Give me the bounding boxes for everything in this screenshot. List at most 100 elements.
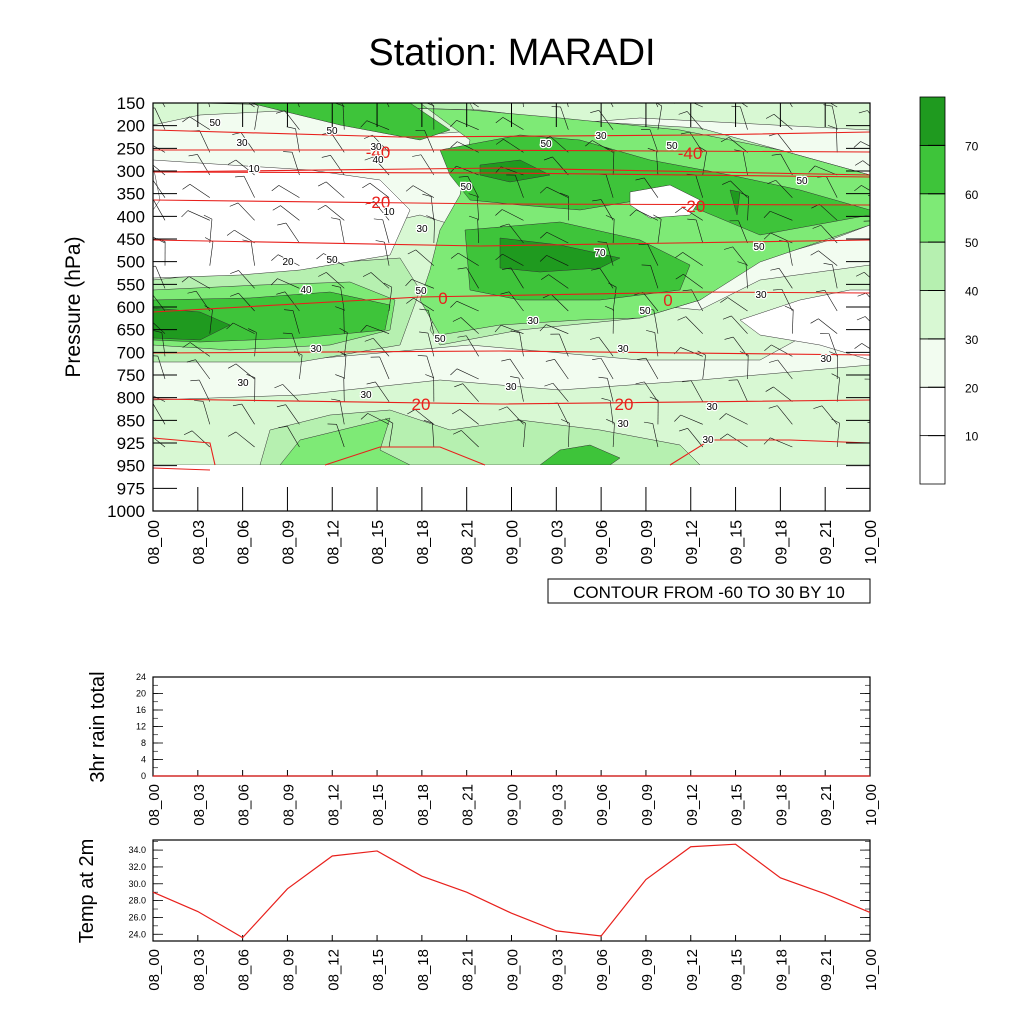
wind-barb	[836, 377, 840, 402]
wind-barb	[430, 196, 435, 221]
y-tick-label: 4	[141, 755, 146, 765]
time-tick-label: 08_06	[236, 520, 253, 565]
wind-barb	[424, 130, 435, 153]
fill-contour-label: 50	[666, 141, 678, 152]
cross-section-panel: -40 -40 -20 -20 0 0 20 20 50 30 10 50 40 30 50 50 30 50 1…	[62, 87, 882, 604]
time-tick-label: 08_06	[236, 784, 253, 826]
wind-barb-feather	[360, 413, 368, 420]
time-tick-label: 08_00	[146, 784, 163, 826]
wind-barb	[686, 111, 703, 130]
wind-barb-feather	[271, 254, 279, 261]
wind-barb-feather	[190, 379, 200, 382]
temp-contour-line-2	[153, 149, 871, 153]
wind-barb	[865, 292, 870, 299]
wind-barb-feather	[723, 246, 733, 250]
wind-barb	[747, 196, 749, 221]
time-tick-label: 08_00	[146, 949, 163, 991]
wind-barb	[285, 404, 300, 425]
wind-barb	[644, 381, 659, 402]
colorbar-tick-label: 10	[965, 430, 979, 444]
wind-barb	[153, 322, 166, 334]
wind-barb	[420, 154, 435, 176]
temp-contour-label: 0	[438, 289, 447, 308]
wind-barb	[726, 413, 748, 425]
wind-barb	[550, 294, 569, 312]
wind-barb	[506, 406, 524, 425]
wind-barb	[462, 383, 479, 402]
wind-barb-feather	[605, 215, 615, 220]
time-tick-label: 09_12	[684, 784, 701, 826]
wind-barb-feather	[831, 418, 840, 424]
time-tick-label: 09_03	[549, 784, 566, 826]
wind-barb	[240, 132, 255, 153]
wind-barb	[295, 128, 300, 153]
wind-barb-feather	[808, 165, 816, 173]
wind-barb	[876, 424, 882, 447]
y-tick-label: 24	[136, 672, 146, 682]
time-tick-label: 09_21	[818, 949, 835, 991]
wind-barb	[609, 400, 614, 425]
wind-barb-feather	[510, 330, 520, 333]
wind-barb	[685, 316, 703, 334]
colorbar-tick-label: 20	[965, 381, 979, 395]
wind-barb-feather	[419, 308, 429, 311]
wind-barb	[388, 423, 394, 448]
wind-barb-feather	[591, 267, 601, 271]
pressure-tick-label: 950	[117, 457, 145, 476]
wind-barb	[657, 219, 662, 244]
time-tick-label: 08_15	[370, 949, 387, 991]
wind-barb-feather	[412, 87, 421, 89]
wind-barb-feather	[856, 316, 866, 321]
fill-contour-label: 30	[702, 435, 714, 446]
fill-contour-label: 20	[282, 257, 294, 268]
wind-barb-feather	[426, 103, 434, 106]
wind-barb	[153, 294, 166, 312]
wind-barb	[384, 242, 390, 266]
pressure-tick-label: 850	[117, 411, 145, 430]
wind-barb-feather	[182, 183, 191, 190]
wind-barb	[153, 403, 166, 425]
rain-plot-frame	[152, 676, 871, 777]
wind-barb	[612, 423, 615, 448]
wind-barb-feather	[720, 93, 727, 98]
temp-contour-label: -20	[366, 193, 391, 212]
wind-barb	[277, 278, 300, 289]
fill-region-19	[629, 184, 701, 219]
temp-contour-line-0	[152, 167, 871, 176]
colorbar-tick-label: 70	[965, 139, 979, 153]
wind-barb-feather	[827, 125, 837, 129]
fill-contour-label: 50	[326, 255, 338, 266]
wind-barb-feather	[495, 138, 504, 145]
time-tick-label: 09_00	[505, 949, 522, 991]
wind-barb-feather	[181, 210, 189, 218]
wind-barb	[199, 130, 211, 153]
wind-barb-feather	[810, 318, 819, 324]
wind-barb	[209, 309, 213, 334]
fill-region-8	[279, 417, 411, 465]
time-tick-label: 08_21	[460, 520, 477, 565]
y-tick-label: 20	[136, 689, 146, 699]
fill-contour-label: 30	[706, 402, 718, 413]
fill-contour-label: 50	[639, 306, 651, 317]
fill-contour-label: 50	[434, 334, 446, 345]
wind-barb-feather	[318, 272, 327, 277]
time-tick-label: 09_15	[729, 784, 746, 826]
pressure-axis: 1502002503003504004505005506006507007508…	[107, 94, 870, 521]
wind-barb	[456, 368, 479, 380]
colorbar: 10 20 30 40 50 60 70	[919, 96, 979, 485]
y-tick-label: 28.0	[128, 896, 146, 906]
wind-barb-feather	[450, 368, 458, 376]
fill-contour-label: 50	[415, 286, 427, 297]
wind-barb-feather	[468, 193, 478, 197]
wind-barb	[606, 242, 614, 266]
wind-barb	[382, 219, 390, 244]
wind-barb-feather	[539, 324, 547, 332]
wind-barb-feather	[364, 337, 374, 342]
wind-barb	[190, 342, 210, 357]
fill-contour-label: 40	[372, 155, 384, 166]
temp-contour-label: 20	[412, 395, 431, 414]
fill-contour-label: 50	[209, 118, 221, 129]
wind-barb-feather	[765, 113, 775, 119]
wind-barb-feather	[182, 116, 190, 123]
fill-contour-label: 50	[460, 182, 472, 193]
